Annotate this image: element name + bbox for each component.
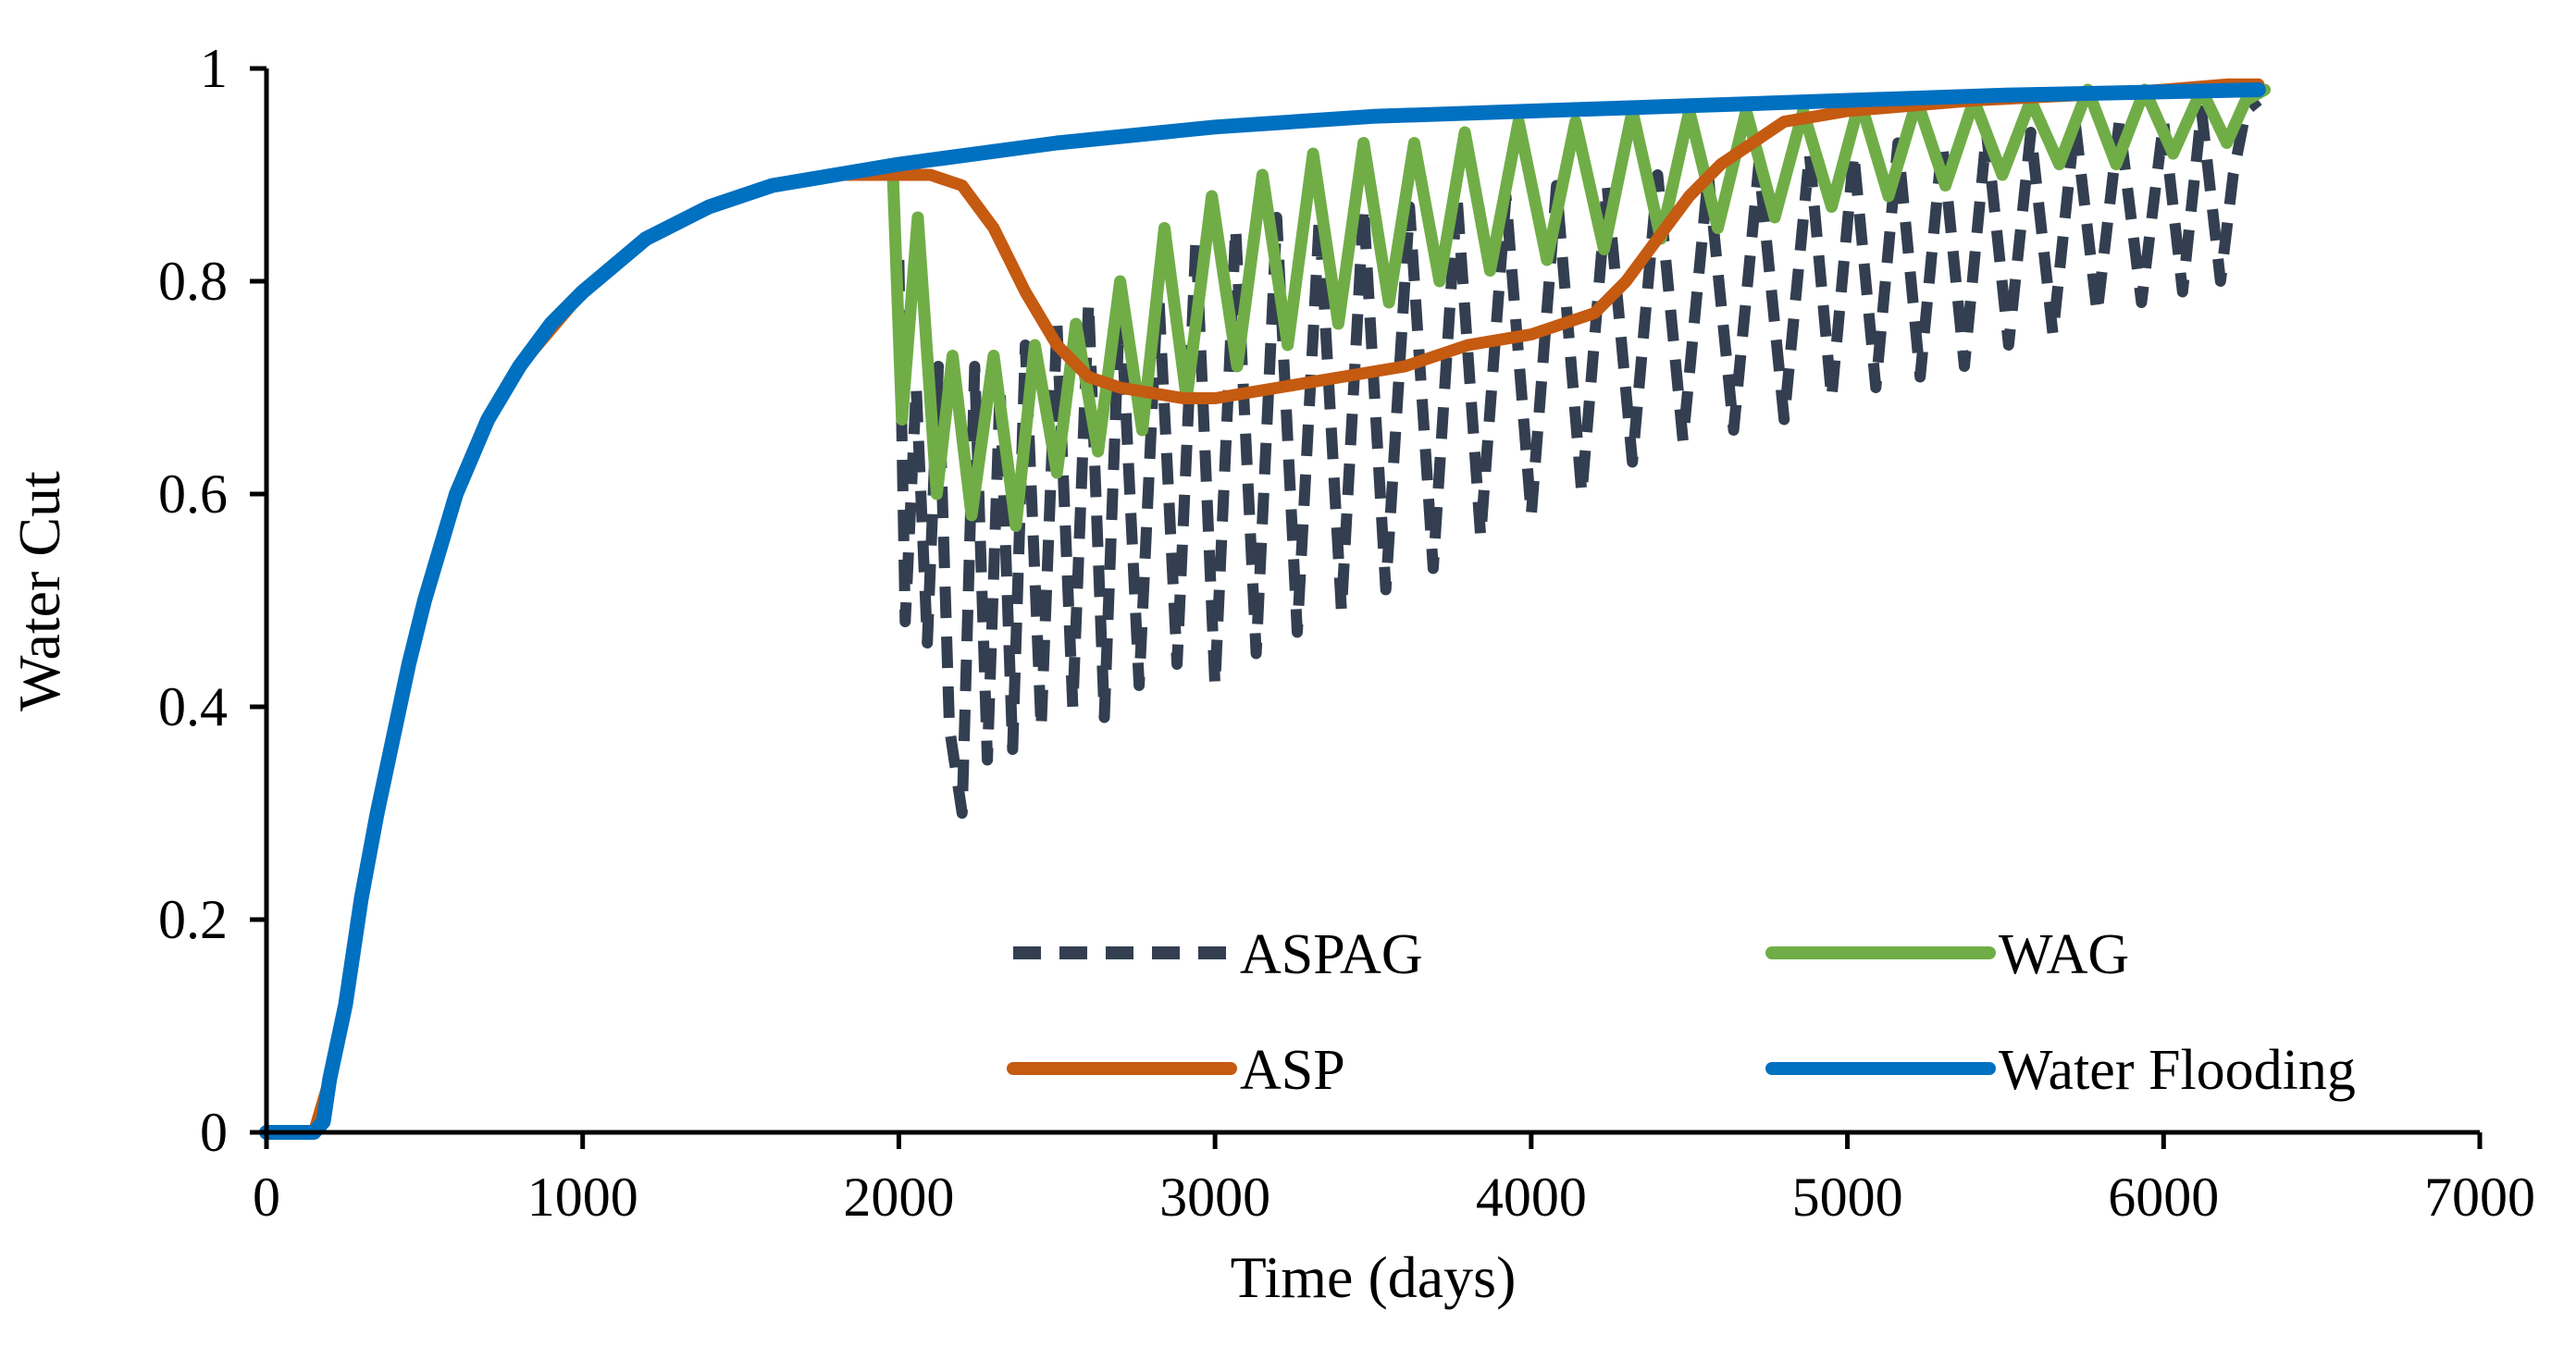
x-tick-label: 3000 bbox=[1159, 1167, 1270, 1228]
y-tick-label: 0.8 bbox=[158, 251, 228, 312]
series-line-water-flooding bbox=[259, 82, 2266, 1140]
x-axis-ticks: 0 1000 2000 3000 4000 5000 6000 7000 bbox=[253, 1132, 2535, 1228]
legend-label: ASPAG bbox=[1240, 923, 1423, 986]
x-tick-label: 0 bbox=[253, 1167, 280, 1228]
x-tick-label: 1000 bbox=[527, 1167, 638, 1228]
y-tick-label: 0 bbox=[200, 1102, 228, 1163]
legend: ASPAG WAG ASP Water Flooding bbox=[1007, 923, 2356, 1102]
legend-label: Water Flooding bbox=[1999, 1039, 2356, 1102]
legend-item-aspag: ASPAG bbox=[1013, 923, 1423, 986]
y-tick-label: 0.6 bbox=[158, 463, 228, 525]
x-tick-label: 2000 bbox=[843, 1167, 954, 1228]
y-axis-ticks: 0 0.2 0.4 0.6 0.8 1 bbox=[158, 38, 266, 1163]
y-tick-label: 0.2 bbox=[158, 889, 228, 950]
legend-item-asp: ASP bbox=[1007, 1039, 1345, 1102]
y-tick-label: 1 bbox=[200, 38, 228, 99]
y-tick-label: 0.4 bbox=[158, 676, 228, 737]
series-line-aspag bbox=[893, 95, 2262, 819]
plot-lines bbox=[259, 78, 2272, 1140]
x-tick-label: 4000 bbox=[1476, 1167, 1587, 1228]
legend-label: ASP bbox=[1240, 1039, 1345, 1102]
x-tick-label: 6000 bbox=[2108, 1167, 2219, 1228]
x-axis-title: Time (days) bbox=[1231, 1244, 1517, 1310]
y-axis-title: Water Cut bbox=[6, 471, 72, 711]
legend-item-wag: WAG bbox=[1765, 923, 2129, 986]
x-tick-label: 5000 bbox=[1792, 1167, 1903, 1228]
x-tick-label: 7000 bbox=[2424, 1167, 2535, 1228]
legend-label: WAG bbox=[1999, 923, 2129, 986]
legend-item-water-flooding: Water Flooding bbox=[1765, 1039, 2356, 1102]
